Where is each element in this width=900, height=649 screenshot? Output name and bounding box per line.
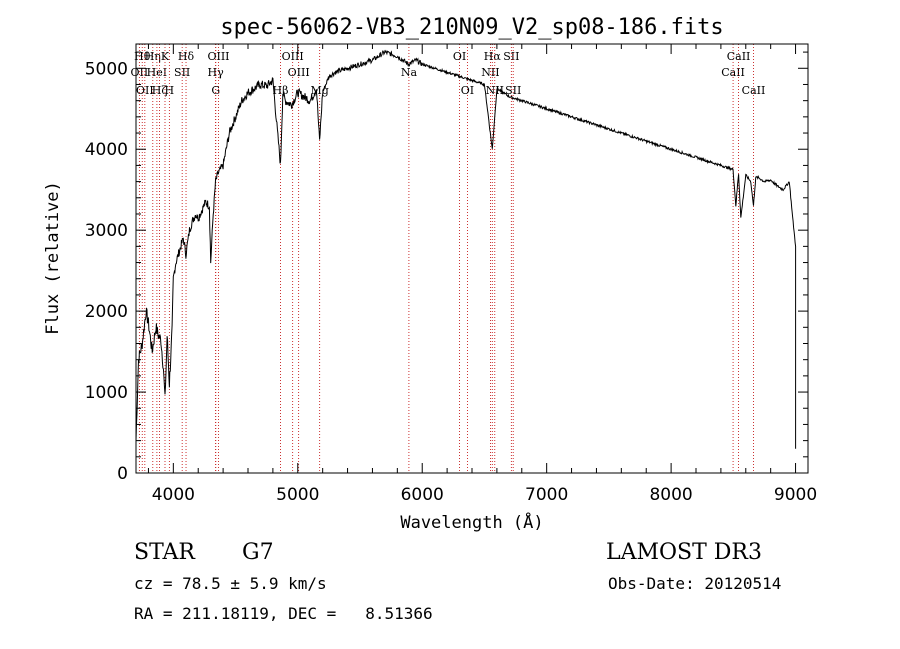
y-tick-label-5: 5000 <box>85 59 128 79</box>
line-label-21: Hα <box>484 50 502 63</box>
survey-name: LAMOST DR3 <box>606 540 762 565</box>
observation-date: Obs-Date: 20120514 <box>608 574 782 593</box>
object-class: STAR <box>134 540 195 565</box>
line-label-25: CaII <box>721 66 745 79</box>
x-tick-label-3: 7000 <box>525 485 568 505</box>
line-label-15: OIII <box>288 66 310 79</box>
sky-coordinates: RA = 211.18119, DEC = 8.51366 <box>134 604 433 623</box>
y-tick-label-0: 0 <box>117 464 128 484</box>
y-tick-label-2: 2000 <box>85 302 128 322</box>
line-label-26: CaII <box>727 50 751 63</box>
x-tick-label-4: 8000 <box>649 485 692 505</box>
line-label-27: CaII <box>742 84 766 97</box>
x-tick-label-0: 4000 <box>152 485 195 505</box>
x-axis: 4000 5000 6000 7000 8000 9000 <box>147 44 817 505</box>
line-label-23: SII <box>503 50 519 63</box>
line-label-4: HeI <box>147 66 167 79</box>
y-axis-label: Flux (relative) <box>43 181 63 335</box>
line-label-7: H <box>165 84 175 97</box>
x-tick-label-2: 6000 <box>401 485 444 505</box>
x-tick-label-1: 5000 <box>276 485 319 505</box>
line-label-6: K <box>161 50 170 63</box>
y-tick-label-3: 3000 <box>85 221 128 241</box>
line-label-10: Hγ <box>208 66 225 79</box>
line-label-16: Mg <box>311 84 329 97</box>
chart-title: spec-56062-VB3_210N09_V2_sp08-186.fits <box>220 15 723 40</box>
line-label-22: NII <box>486 84 504 97</box>
flux-series-line <box>135 49 797 449</box>
y-tick-label-1: 1000 <box>85 383 128 403</box>
plot-frame <box>135 43 809 474</box>
line-markers: OIIHθOIIHηHeIHζKHSIIHδHγGOIIIHβOIIIOIIIM… <box>131 44 766 473</box>
y-tick-label-4: 4000 <box>85 140 128 160</box>
line-label-13: Hβ <box>273 84 289 97</box>
line-label-24: SII <box>505 84 521 97</box>
x-axis-label: Wavelength (Å) <box>400 511 543 533</box>
line-label-1: Hθ <box>134 50 151 63</box>
line-label-18: OI <box>453 50 466 63</box>
y-axis: 0 1000 2000 3000 4000 5000 <box>85 51 808 484</box>
object-subclass: G7 <box>242 540 274 565</box>
line-label-14: OIII <box>282 50 304 63</box>
line-label-0: OII <box>131 66 149 79</box>
line-label-5: Hζ <box>152 84 168 97</box>
line-label-20: NII <box>481 66 499 79</box>
line-label-9: Hδ <box>178 50 195 63</box>
redshift-cz: cz = 78.5 ± 5.9 km/s <box>134 574 327 593</box>
line-label-8: SII <box>174 66 190 79</box>
line-label-17: Na <box>401 66 418 79</box>
line-label-3: Hη <box>145 50 161 63</box>
line-label-19: OI <box>461 84 474 97</box>
line-label-2: OII <box>136 84 154 97</box>
spectrum-chart: spec-56062-VB3_210N09_V2_sp08-186.fits O… <box>43 15 817 533</box>
line-label-12: OIII <box>207 50 229 63</box>
x-tick-label-5: 9000 <box>774 485 817 505</box>
line-label-11: G <box>211 84 220 97</box>
